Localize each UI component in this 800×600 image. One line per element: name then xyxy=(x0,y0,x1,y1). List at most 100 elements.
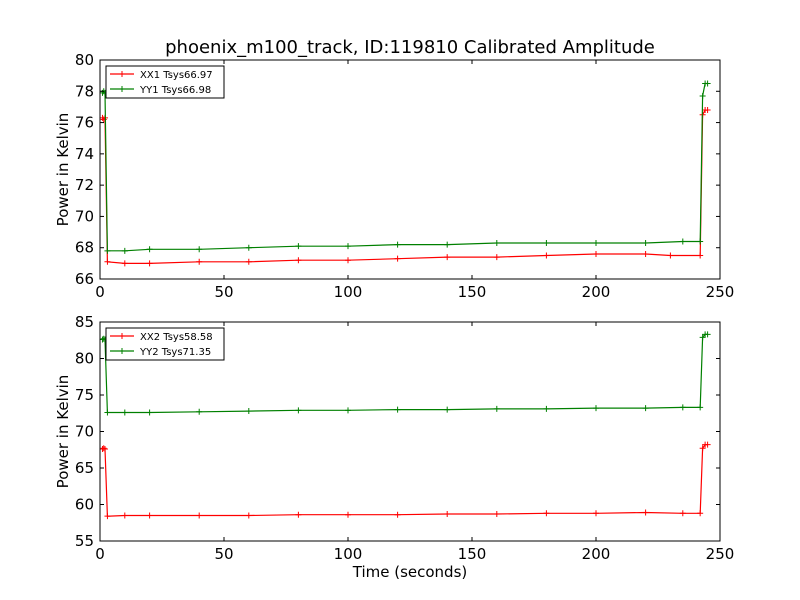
data-point xyxy=(593,240,599,247)
data-point xyxy=(642,509,649,516)
data-point xyxy=(121,260,128,267)
data-point xyxy=(679,404,686,411)
data-point xyxy=(493,405,500,412)
x-tick-label: 150 xyxy=(458,283,487,301)
y-tick-label: 80 xyxy=(75,51,94,69)
legend: XX2 Tsys58.58 YY2 Tsys71.35 xyxy=(105,327,225,361)
x-tick-label: 200 xyxy=(582,283,611,301)
data-point xyxy=(593,250,599,257)
data-point xyxy=(121,409,128,416)
data-point xyxy=(394,241,401,248)
y-tick-label: 72 xyxy=(75,176,94,194)
x-axis-label: Time (seconds) xyxy=(352,563,468,581)
data-point xyxy=(697,510,704,517)
data-point xyxy=(444,406,451,413)
data-point xyxy=(704,107,711,114)
legend-label: YY1 Tsys66.98 xyxy=(139,85,211,96)
data-point xyxy=(697,252,704,259)
data-point xyxy=(295,257,302,264)
data-point xyxy=(295,511,302,518)
data-point xyxy=(245,244,252,251)
y-tick-label: 70 xyxy=(75,207,94,225)
data-point xyxy=(699,92,706,99)
data-point xyxy=(697,238,704,245)
data-point xyxy=(104,247,111,254)
chart-panel-2: 0 50 100 150 200 250 55 60 65 70 75 80 85 Power in Ke… xyxy=(54,313,734,581)
x-tick-label: 50 xyxy=(214,545,233,563)
data-point xyxy=(679,238,686,245)
data-point xyxy=(345,257,351,264)
legend-box xyxy=(105,327,225,361)
data-point xyxy=(493,510,500,517)
data-point xyxy=(642,250,649,257)
data-point xyxy=(394,255,401,262)
data-point xyxy=(699,445,706,452)
data-point xyxy=(543,405,550,412)
data-point xyxy=(667,252,674,259)
data-point xyxy=(146,260,153,267)
data-point xyxy=(245,512,252,519)
data-point xyxy=(543,252,550,259)
x-tick-label: 150 xyxy=(458,545,487,563)
data-point xyxy=(196,408,203,415)
y-tick-label: 66 xyxy=(75,270,94,288)
y-tick-label: 75 xyxy=(75,386,94,404)
legend-marker xyxy=(119,71,125,77)
data-point xyxy=(101,446,108,453)
legend-item-2: YY2 Tsys71.35 xyxy=(110,347,211,358)
chart-panel-1: 0 50 100 150 200 250 66 68 70 72 74 76 78 80 Power in … xyxy=(54,51,734,301)
y-tick-label: 85 xyxy=(75,313,94,331)
data-point xyxy=(146,246,153,253)
y-tick-label: 76 xyxy=(75,114,94,132)
data-point xyxy=(493,240,500,247)
y-axis-label: Power in Kelvin xyxy=(54,113,72,227)
y-tick-label: 60 xyxy=(75,496,94,514)
data-point xyxy=(704,441,711,448)
legend-box xyxy=(105,65,225,99)
data-point xyxy=(345,407,351,414)
x-tick-label: 100 xyxy=(334,545,363,563)
data-point xyxy=(100,445,107,452)
legend: XX1 Tsys66.97 YY1 Tsys66.98 xyxy=(105,65,225,99)
x-tick-label: 250 xyxy=(706,283,735,301)
x-tick-label: 200 xyxy=(582,545,611,563)
axes-frame xyxy=(99,59,721,280)
data-point xyxy=(444,510,451,517)
y-tick-label: 65 xyxy=(75,459,94,477)
data-point xyxy=(146,512,153,519)
data-point xyxy=(444,254,451,261)
legend-label: XX1 Tsys66.97 xyxy=(140,70,213,81)
data-point xyxy=(642,405,649,412)
data-point xyxy=(444,241,451,248)
data-point xyxy=(394,511,401,518)
data-point xyxy=(543,510,550,517)
series-1-line xyxy=(99,441,711,520)
legend-item-1: XX2 Tsys58.58 xyxy=(110,332,213,343)
data-point xyxy=(543,240,550,247)
data-point xyxy=(394,406,401,413)
data-point xyxy=(104,513,111,520)
data-point xyxy=(245,258,252,265)
data-point xyxy=(245,408,252,415)
data-point xyxy=(593,510,599,517)
data-point xyxy=(121,247,128,254)
data-point xyxy=(196,258,203,265)
data-point xyxy=(104,409,111,416)
y-tick-label: 78 xyxy=(75,82,94,100)
x-tick-label: 100 xyxy=(334,283,363,301)
legend-marker xyxy=(119,348,125,354)
data-point xyxy=(704,80,711,87)
data-point xyxy=(196,512,203,519)
y-tick-label: 70 xyxy=(75,423,94,441)
y-tick-label: 74 xyxy=(75,145,94,163)
data-point xyxy=(104,258,111,265)
data-point xyxy=(679,510,686,517)
chart-title: phoenix_m100_track, ID:119810 Calibrated… xyxy=(165,37,655,58)
series-1-line xyxy=(99,107,711,267)
y-tick-label: 68 xyxy=(75,239,94,257)
data-point xyxy=(593,405,599,412)
legend-item-2: YY1 Tsys66.98 xyxy=(110,85,211,96)
series-2-line xyxy=(99,331,711,416)
x-tick-label: 250 xyxy=(706,545,735,563)
